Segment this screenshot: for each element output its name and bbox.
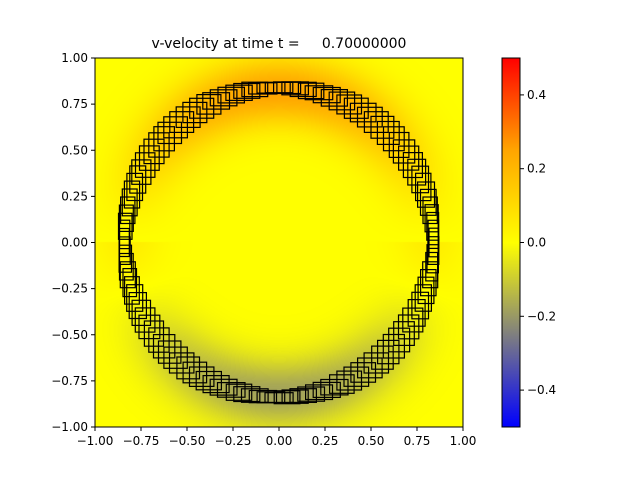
mesh-cell <box>414 284 433 312</box>
mesh-cell <box>202 92 231 110</box>
mesh-cell <box>134 307 156 333</box>
colorbar-tick-label: 0.0 <box>527 236 546 250</box>
mesh-cell <box>407 158 427 186</box>
x-tick-label: 1.00 <box>450 434 477 448</box>
mesh-cell <box>427 236 440 265</box>
colorbar-tick-label: 0.4 <box>527 88 546 102</box>
mesh-cell <box>241 81 269 98</box>
mesh-cell <box>118 204 134 233</box>
colorbar-axis: 0.4 0.2 0.0 −0.2 −0.4 <box>520 88 556 397</box>
mesh-cell <box>411 165 430 194</box>
mesh-cell <box>264 392 294 404</box>
mesh-cell <box>305 384 334 401</box>
y-tick-label: −0.50 <box>51 328 88 342</box>
mesh-cell <box>363 352 390 374</box>
mesh-cell <box>415 172 432 202</box>
mesh-cell <box>402 152 423 179</box>
mesh-cell <box>320 88 348 107</box>
x-tick-label: −0.75 <box>123 434 160 448</box>
plot-area <box>94 57 464 428</box>
mesh-cell <box>297 82 325 100</box>
y-axis: 1.00 0.75 0.50 0.25 0.00 −0.25 −0.50 −0.75 −1.00 <box>51 51 95 434</box>
y-tick-label: 0.25 <box>61 189 88 203</box>
mesh-cell <box>329 374 355 394</box>
mesh-cell <box>182 101 208 124</box>
x-tick-label: 0.75 <box>404 434 431 448</box>
mesh-cell <box>328 91 356 111</box>
mesh-cell <box>119 196 136 225</box>
mesh-cell <box>304 85 334 101</box>
y-tick-label: −1.00 <box>51 420 88 434</box>
mesh-cell <box>349 102 377 123</box>
x-tick-label: 0.25 <box>312 434 339 448</box>
mesh-cell <box>225 383 253 401</box>
mesh-cell <box>188 366 215 387</box>
mesh-cell <box>233 82 261 99</box>
x-axis: −1.00 −0.75 −0.50 −0.25 0.00 0.25 0.50 0.75 1.00 <box>77 427 477 448</box>
x-tick-label: −1.00 <box>77 434 114 448</box>
mesh-cell <box>281 389 309 404</box>
mesh-cell <box>233 386 261 403</box>
mesh-cell <box>143 138 165 165</box>
mesh-cell <box>357 357 383 379</box>
y-tick-label: 0.50 <box>61 143 88 157</box>
colorbar-tick-label: −0.2 <box>527 309 556 323</box>
x-tick-label: 0.50 <box>358 434 385 448</box>
mesh-cell <box>248 82 278 95</box>
mesh-cell <box>393 321 415 347</box>
colorbar: 0.4 0.2 0.0 −0.2 −0.4 <box>501 57 556 428</box>
mesh-cell <box>128 292 147 320</box>
mesh-cell <box>425 251 439 282</box>
y-tick-label: 0.75 <box>61 97 88 111</box>
mesh-cell <box>343 366 370 387</box>
mesh-cell <box>119 261 136 289</box>
mesh-cell <box>424 204 439 233</box>
mesh-cell <box>117 212 133 240</box>
x-tick-label: −0.50 <box>169 434 206 448</box>
refinement-mesh <box>117 81 440 405</box>
mesh-cell <box>131 159 152 185</box>
heatmap-field <box>95 58 463 427</box>
mesh-cell <box>176 356 201 380</box>
mesh-cell <box>343 97 369 119</box>
mesh-cell <box>289 388 317 404</box>
x-tick-label: 0.00 <box>266 434 293 448</box>
colorbar-scale <box>501 57 521 428</box>
mesh-cell <box>195 370 222 391</box>
mesh-cell <box>356 106 383 128</box>
mesh-cell <box>138 145 160 171</box>
colorbar-tick-label: −0.4 <box>527 383 556 397</box>
mesh-cell <box>121 188 138 217</box>
mesh-cell <box>388 327 411 353</box>
mesh-cell <box>407 299 426 327</box>
y-tick-label: −0.25 <box>51 282 88 296</box>
y-tick-label: −0.75 <box>51 374 88 388</box>
mesh-cell <box>422 196 438 225</box>
mesh-cell <box>168 352 195 374</box>
mesh-cell <box>196 93 222 115</box>
mesh-cell <box>163 116 189 139</box>
colorbar-tick-label: 0.2 <box>527 162 546 176</box>
mesh-cell <box>312 86 341 104</box>
mesh-cell <box>182 361 208 384</box>
mesh-cell <box>402 307 424 333</box>
mesh-cell <box>129 165 147 194</box>
mesh-cell <box>297 386 326 402</box>
mesh-cell <box>420 269 437 297</box>
mesh-cell <box>216 382 246 398</box>
y-tick-label: 0.00 <box>61 236 88 250</box>
mesh-cell <box>131 299 152 326</box>
mesh-cell <box>189 97 215 119</box>
x-tick-label: −0.25 <box>215 434 252 448</box>
mesh-cell <box>336 94 363 115</box>
mesh-cell <box>163 346 188 369</box>
y-tick-label: 1.00 <box>61 51 88 65</box>
mesh-cell <box>336 370 363 391</box>
mesh-cell <box>126 284 144 312</box>
chart-title: v-velocity at time t = 0.70000000 <box>152 36 407 52</box>
mesh-cell <box>118 252 134 281</box>
mesh-cell <box>123 180 141 209</box>
mesh-cell <box>320 378 349 396</box>
